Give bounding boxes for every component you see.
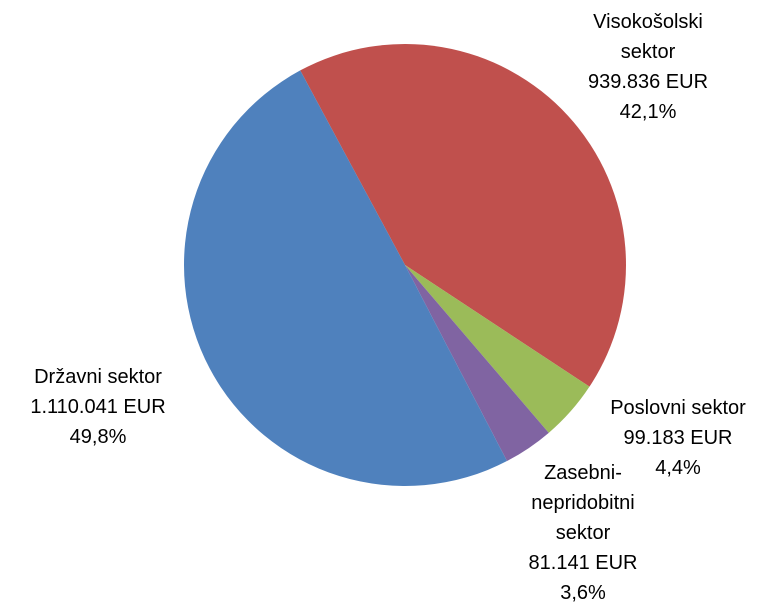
category-label: Visokošolski sektor: [593, 11, 703, 63]
value-label: 939.836 EUR: [587, 71, 709, 93]
percent-label: 3,6%: [560, 582, 606, 604]
data-label: Zasebni-nepridobitni sektor 81.141 EUR 3,6…: [513, 458, 653, 608]
percent-label: 4,4%: [655, 457, 701, 479]
percent-label: 49,8%: [69, 426, 127, 448]
data-label: Visokošolski sektor 939.836 EUR 42,1%: [573, 7, 723, 127]
value-label: 99.183 EUR: [623, 427, 733, 449]
pie-slice: [300, 43, 627, 387]
pie-slice: [405, 265, 590, 433]
data-label: Državni sektor 1.110.041 EUR 49,8%: [0, 362, 196, 452]
pie-slice: [183, 70, 507, 487]
pie-slice: [405, 265, 549, 462]
category-label: Zasebni-nepridobitni sektor: [531, 462, 635, 544]
category-label: Poslovni sektor: [610, 397, 746, 419]
value-label: 81.141 EUR: [528, 552, 638, 574]
value-label: 1.110.041 EUR: [30, 396, 166, 418]
data-label: Poslovni sektor 99.183 EUR 4,4%: [583, 393, 772, 483]
percent-label: 42,1%: [619, 101, 677, 123]
category-label: Državni sektor: [34, 366, 162, 388]
